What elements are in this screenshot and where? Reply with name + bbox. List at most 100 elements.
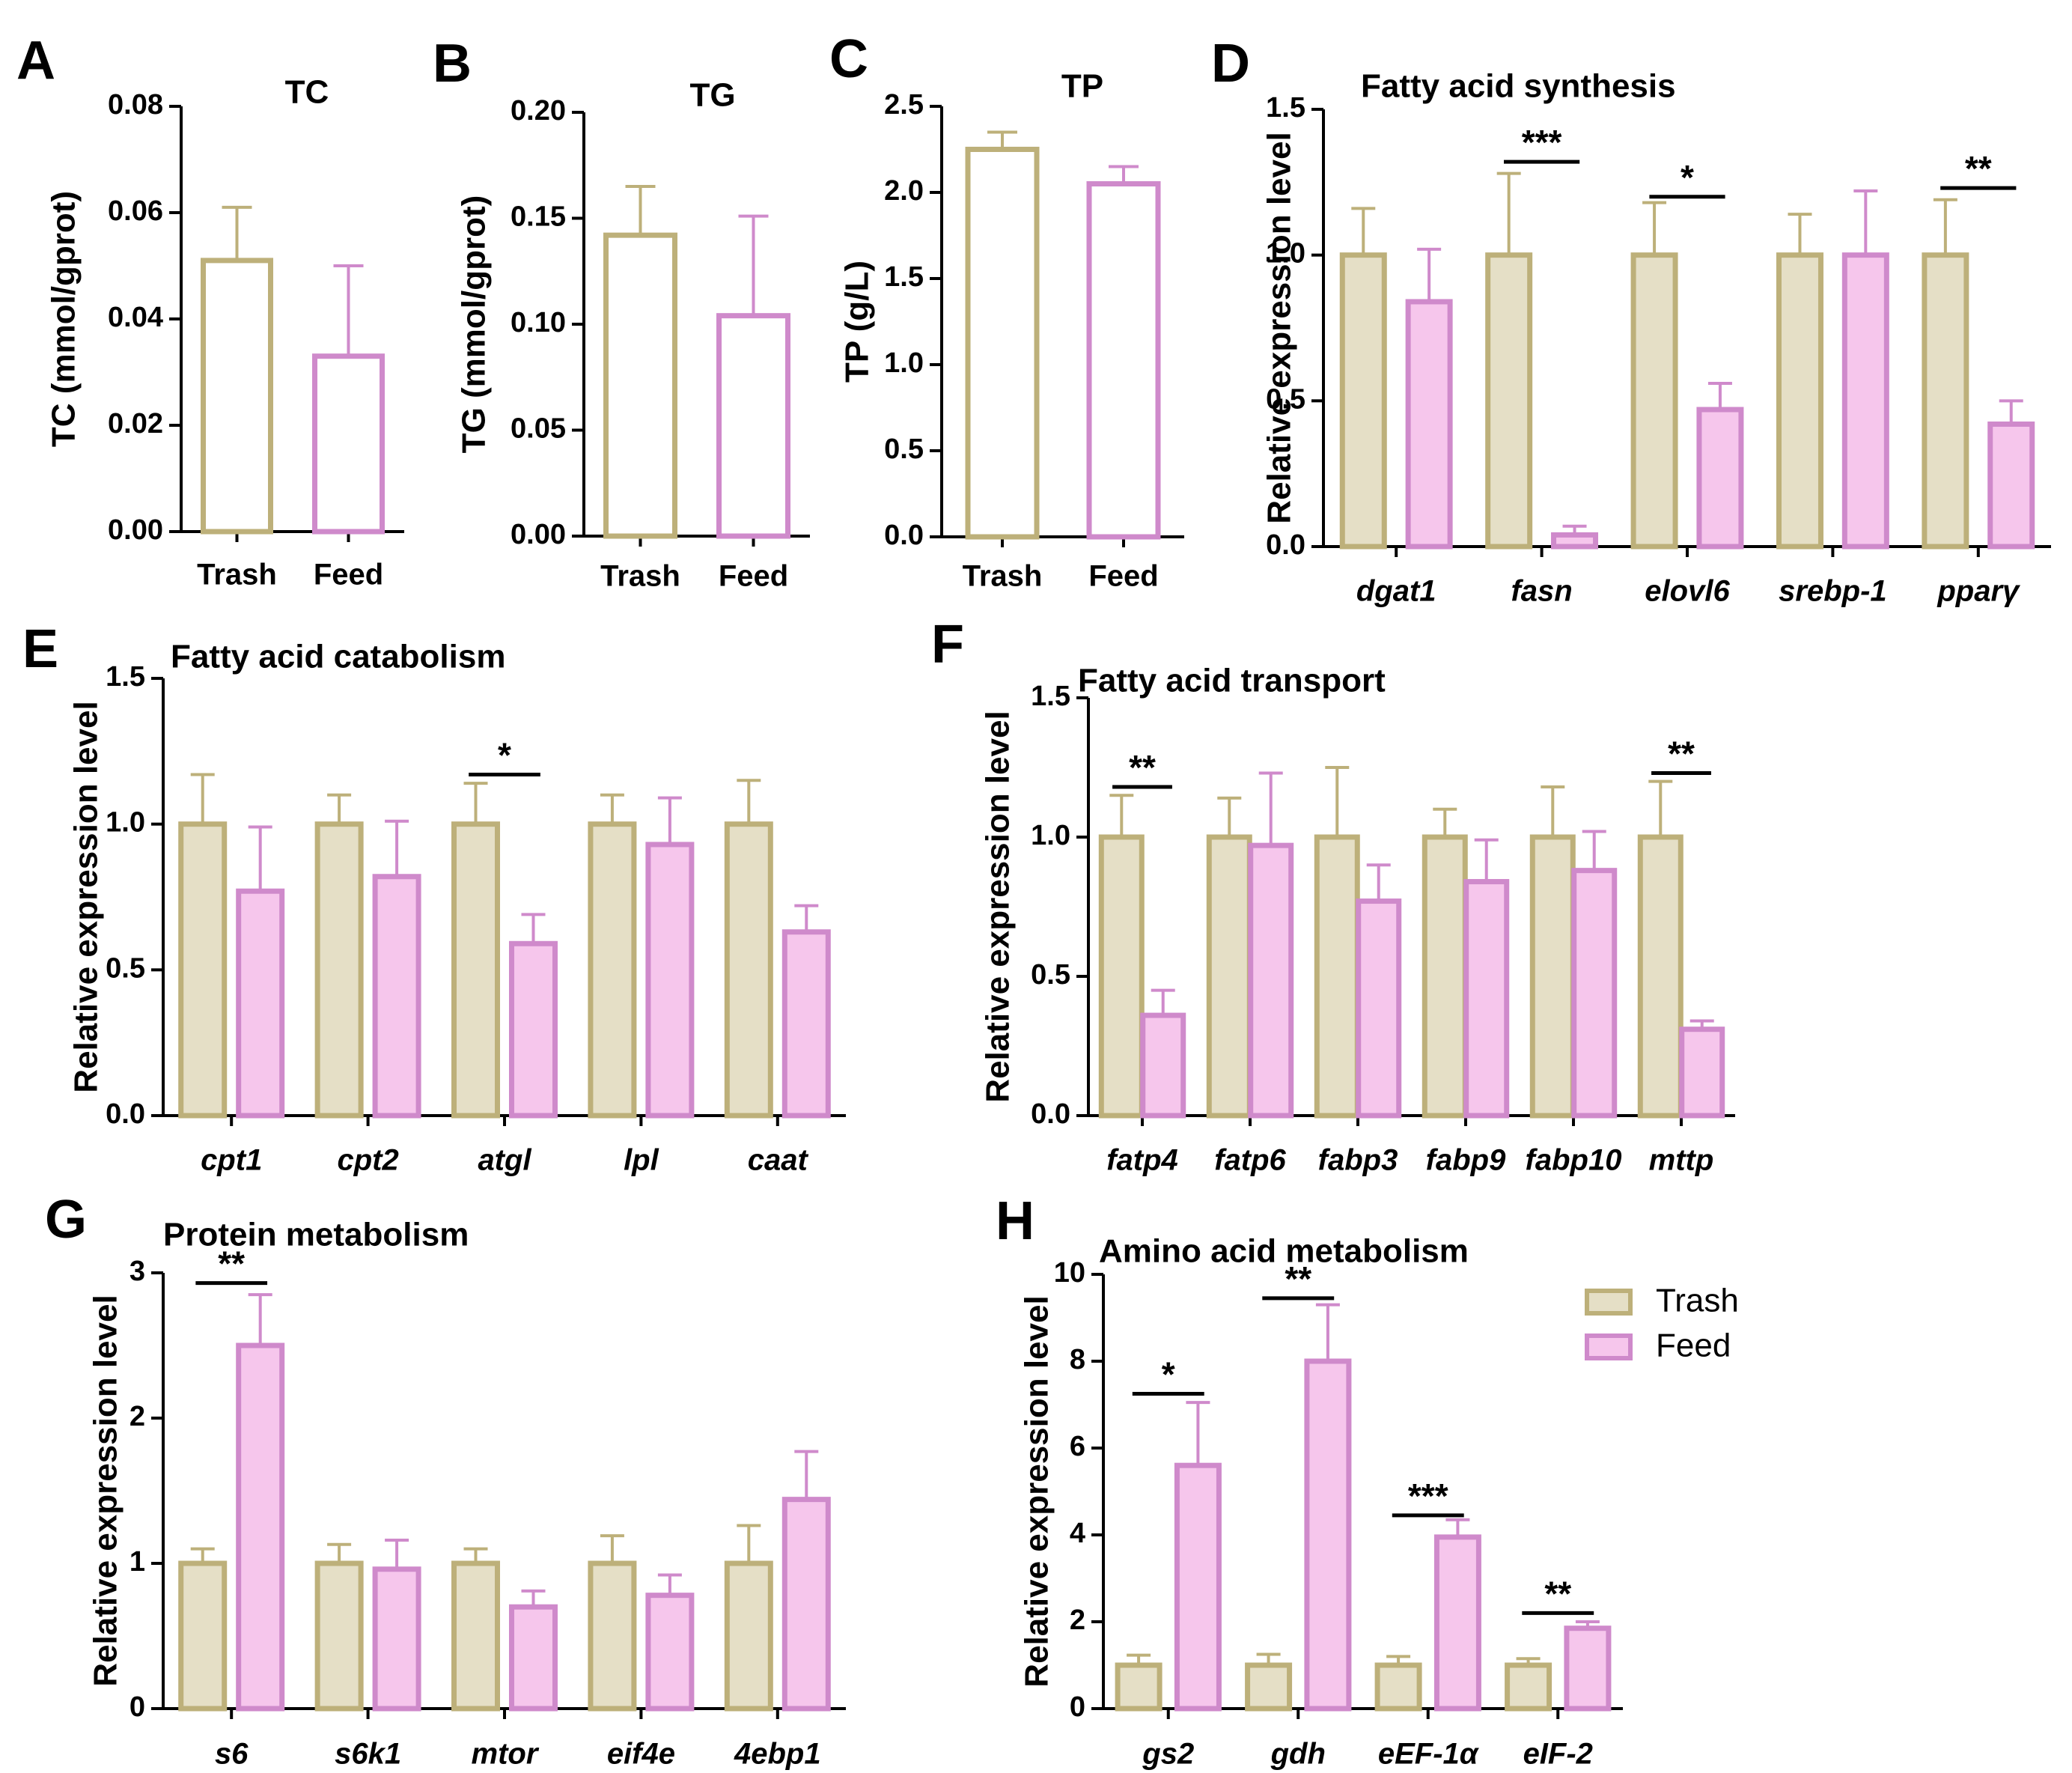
bar-trash (588, 821, 637, 1119)
bar-feed (1174, 1462, 1222, 1712)
chart-title: Fatty acid catabolism (171, 639, 505, 675)
significance-marker: ** (1668, 734, 1695, 773)
bar-feed (1571, 868, 1618, 1119)
y-tick-label: 2.0 (884, 175, 924, 207)
significance-marker: *** (1522, 123, 1562, 162)
bar-feed (1140, 1012, 1186, 1119)
bar-feed (236, 888, 285, 1119)
bar-trash (1339, 252, 1387, 550)
bar-feed (1433, 1534, 1481, 1712)
bar-trash (965, 147, 1040, 540)
panel-g: G Protein metabolism Relative expression l… (45, 1190, 846, 1771)
y-tick-label: 1 (130, 1546, 145, 1578)
category-label: pparγ (1937, 575, 2021, 608)
legend-label: Feed (1656, 1328, 1731, 1364)
y-tick-label: 0.10 (511, 307, 566, 338)
bar-feed (1463, 879, 1510, 1119)
chart-title: TP (1061, 68, 1103, 105)
bar-trash (1422, 834, 1468, 1119)
category-label: gdh (1270, 1738, 1326, 1771)
y-tick-label: 0.0 (884, 520, 924, 551)
y-tick-label: 0.20 (511, 95, 566, 127)
category-label: Trash (600, 560, 680, 593)
bar-trash (1529, 834, 1576, 1119)
bar-trash (1314, 834, 1360, 1119)
bar-feed (1086, 181, 1161, 540)
legend-swatch-trash (1585, 1289, 1633, 1316)
panel-letter: E (22, 619, 58, 679)
y-tick-label: 4 (1070, 1518, 1085, 1549)
y-axis-label: TC (mmol/gprot) (46, 191, 82, 447)
panel-letter: A (16, 31, 55, 91)
chart-title: TG (689, 77, 735, 114)
y-tick-label: 1.0 (1031, 820, 1070, 851)
category-label: fasn (1511, 575, 1572, 608)
y-tick-label: 10 (1054, 1257, 1085, 1289)
panel-f: F Fatty acid transport Relative expression… (931, 615, 1735, 1177)
category-label: eEF-1α (1378, 1738, 1480, 1771)
panel-letter: G (45, 1190, 87, 1250)
chart-title: Fatty acid transport (1078, 663, 1386, 699)
bar-trash (1374, 1662, 1422, 1712)
y-tick-label: 1.0 (1266, 238, 1305, 270)
chart-title: Fatty acid synthesis (1361, 68, 1676, 105)
category-label: Feed (719, 560, 788, 593)
y-tick-label: 0.06 (108, 195, 163, 227)
category-label: 4ebp1 (734, 1738, 821, 1771)
chart-title: TC (285, 74, 329, 111)
y-axis-label: TP (g/L) (839, 261, 876, 383)
y-tick-label: 0.5 (1266, 383, 1305, 415)
category-label: eif4e (607, 1738, 675, 1771)
y-tick-label: 6 (1070, 1431, 1085, 1462)
bar-trash (178, 1560, 228, 1712)
legend-label: Trash (1656, 1283, 1739, 1319)
bar-trash (724, 1560, 773, 1712)
panel-e: E Fatty acid catabolism Relative expressio… (22, 619, 846, 1177)
panel-b: B TG TG (mmol/gprot) 0.00 0.05 0.10 0.15 0.20 Tr… (433, 34, 810, 593)
significance-marker: * (1681, 158, 1694, 197)
bar-feed (236, 1342, 285, 1712)
y-tick-label: 1.5 (106, 661, 145, 693)
y-tick-label: 1.0 (106, 807, 145, 839)
bar-trash (1637, 834, 1684, 1119)
category-label: fabp10 (1526, 1144, 1622, 1177)
y-axis-label: Relative expression level (980, 711, 1017, 1102)
panel-h: H Amino acid metabolism Relative expressio… (996, 1191, 1623, 1771)
significance-marker: ** (218, 1244, 245, 1283)
bar-trash (588, 1560, 637, 1712)
category-label: fabp9 (1426, 1144, 1506, 1177)
panel-d: D Fatty acid synthesis Relative expression… (1211, 34, 2051, 608)
y-tick-label: 0.0 (106, 1098, 145, 1130)
category-label: srebp-1 (1779, 575, 1887, 608)
bar-feed (1304, 1358, 1352, 1712)
legend: Trash Feed (1585, 1283, 1739, 1364)
y-tick-label: 0 (130, 1691, 145, 1723)
y-tick-label: 1.5 (1031, 681, 1070, 712)
bar-feed (781, 929, 831, 1119)
category-label: Feed (314, 559, 383, 591)
bar-trash (201, 258, 273, 535)
bar-trash (1776, 252, 1823, 550)
category-label: cpt2 (337, 1144, 398, 1177)
bar-trash (1206, 834, 1252, 1119)
bar-feed (312, 353, 385, 535)
category-label: s6 (215, 1738, 249, 1771)
y-tick-label: 8 (1070, 1344, 1085, 1375)
y-axis-label: Relative expression level (1261, 132, 1298, 523)
y-axis-label: Relative expression level (88, 1295, 124, 1686)
bar-trash (1098, 834, 1145, 1119)
bar-feed (1696, 407, 1744, 550)
bar-feed (645, 1593, 695, 1712)
category-label: fabp3 (1318, 1144, 1398, 1177)
bar-trash (314, 821, 364, 1119)
y-tick-label: 0.00 (108, 514, 163, 546)
y-tick-label: 0.15 (511, 201, 566, 233)
y-tick-label: 0.02 (108, 408, 163, 440)
bar-feed (1551, 532, 1599, 550)
bar-trash (178, 821, 228, 1119)
category-label: Trash (963, 560, 1043, 593)
bar-trash (1245, 1662, 1293, 1712)
category-label: s6k1 (335, 1738, 401, 1771)
bar-trash (1922, 252, 1969, 550)
